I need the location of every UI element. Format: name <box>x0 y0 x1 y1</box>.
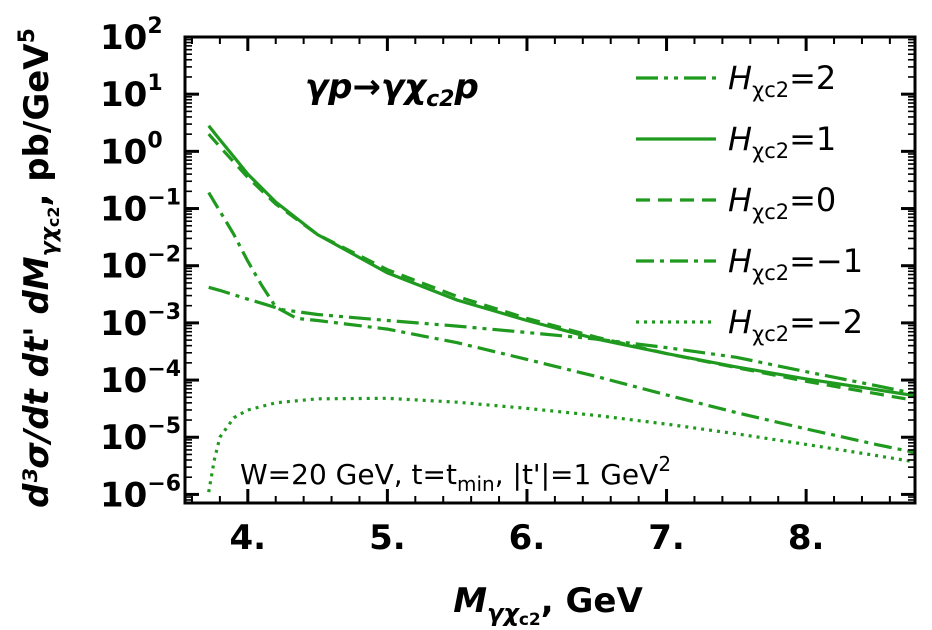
tick-group: 4. 5. 6. 7. 8. 102 101 100 10−1 10−2 10−3 10−4 10−5 1… <box>100 14 915 558</box>
plot-frame <box>183 35 917 505</box>
y-tick-label: 102 <box>100 14 163 58</box>
kinematics-annotation: W=20 GeV, t=tmin, |t'|=1 GeV2 <box>240 452 671 496</box>
x-tick-label: 7. <box>648 518 685 558</box>
x-tick-label: 6. <box>509 518 546 558</box>
legend-label-3: Hχc2=−1 <box>728 242 863 285</box>
label-group: γp→γχc2p W=20 GeV, t=tmin, |t'|=1 GeV2 Mγχ… <box>15 28 671 630</box>
y-axis-label: d³σ/dt dt' dMγχc2, pb/GeV5 <box>15 28 63 508</box>
y-tick-label: 10−6 <box>100 471 181 515</box>
series-line-0 <box>208 285 915 396</box>
x-tick-label: 5. <box>369 518 406 558</box>
legend: Hχc2=2 Hχc2=1 Hχc2=0 Hχc2=−1 Hχc2=−2 <box>636 59 863 346</box>
y-tick-label: 10−5 <box>100 414 181 458</box>
series-line-3 <box>207 191 915 455</box>
x-tick-label: 4. <box>230 518 267 558</box>
legend-label-2: Hχc2=0 <box>728 181 836 224</box>
series-line-1 <box>207 124 915 398</box>
y-tick-label: 10−1 <box>100 186 181 230</box>
y-tick-label: 10−4 <box>100 357 181 401</box>
y-tick-label: 100 <box>100 128 163 172</box>
y-tick-label: 10−2 <box>100 243 181 287</box>
x-axis-label: Mγχc2, GeV <box>453 581 643 630</box>
legend-label-0: Hχc2=2 <box>728 59 836 102</box>
series-group <box>207 124 915 493</box>
legend-label-4: Hχc2=−2 <box>728 303 863 346</box>
y-tick-label: 10−3 <box>100 300 181 344</box>
process-label: γp→γχc2p <box>305 67 479 112</box>
x-tick-label: 8. <box>788 518 825 558</box>
y-tick-label: 101 <box>100 71 163 115</box>
legend-label-1: Hχc2=1 <box>728 120 836 163</box>
series-line-2 <box>207 133 915 403</box>
